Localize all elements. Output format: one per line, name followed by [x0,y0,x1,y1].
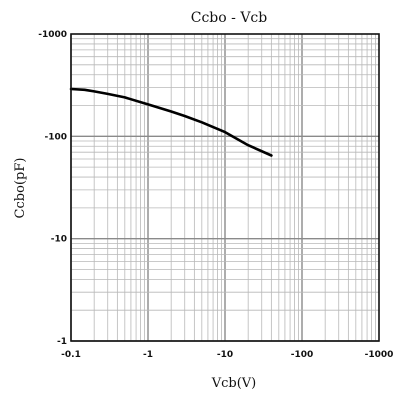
x-tick-label: -1 [143,350,153,360]
x-axis-title: Vcb(V) [211,376,257,391]
y-tick-label: -10 [51,235,67,245]
y-tick-label: -1000 [38,30,67,40]
y-tick-label: -1 [57,337,67,347]
y-axis-title: Ccbo(pF) [13,158,28,219]
series-line [69,87,273,157]
y-tick-label: -100 [44,132,67,142]
x-tick-label: -10 [217,350,233,360]
chart-title: Ccbo - Vcb [191,10,268,26]
plot-frame [70,33,380,342]
chart-grid [70,34,379,342]
x-tick-label: -100 [291,350,314,360]
axis-ticks: -0.1 -1 -10 -100 -1000 -1000 -100 -10 -1 [38,30,393,360]
plot-lines [69,87,273,157]
x-tick-label: -1000 [365,350,394,360]
x-tick-label: -0.1 [61,350,81,360]
